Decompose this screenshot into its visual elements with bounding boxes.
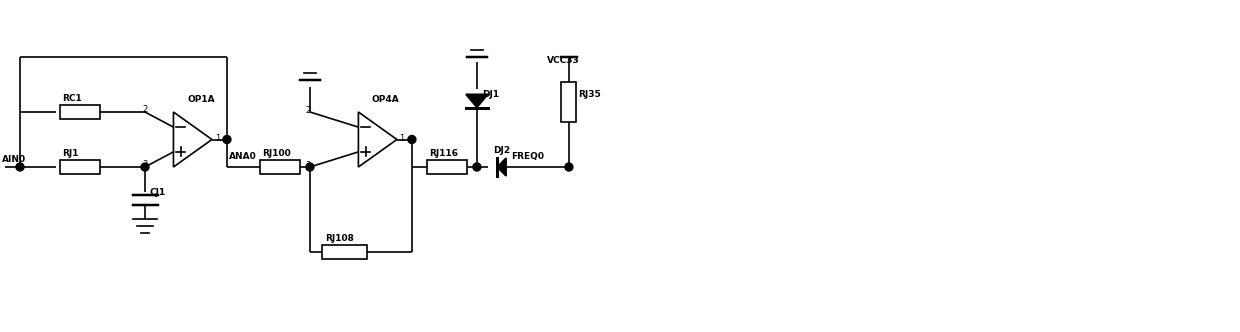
Text: FREQ0: FREQ0: [511, 152, 544, 161]
Text: CJ1: CJ1: [149, 188, 165, 197]
Bar: [322, 245, 367, 259]
Polygon shape: [497, 158, 506, 176]
Circle shape: [16, 163, 24, 171]
Text: 1: 1: [215, 133, 221, 142]
Bar: [562, 82, 577, 122]
Bar: [260, 160, 300, 174]
Text: 3: 3: [143, 160, 148, 169]
Text: 1: 1: [399, 133, 404, 142]
Text: ANA0: ANA0: [229, 152, 257, 161]
Text: RJ35: RJ35: [578, 90, 600, 99]
Text: DJ1: DJ1: [482, 90, 498, 99]
Text: AIN0: AIN0: [2, 155, 26, 164]
Text: RJ1: RJ1: [62, 149, 78, 158]
Text: 3: 3: [305, 160, 310, 170]
Text: VCC33: VCC33: [547, 56, 579, 65]
Circle shape: [565, 163, 573, 171]
Bar: [60, 160, 100, 174]
Text: DJ2: DJ2: [492, 146, 510, 155]
Text: 2: 2: [305, 106, 310, 115]
Text: OP4A: OP4A: [372, 95, 399, 104]
Bar: [60, 105, 100, 119]
Text: 2: 2: [143, 105, 148, 114]
Text: RJ108: RJ108: [325, 234, 353, 243]
Bar: [427, 160, 467, 174]
Polygon shape: [466, 94, 487, 108]
Circle shape: [408, 135, 415, 143]
Text: RC1: RC1: [62, 94, 82, 103]
Circle shape: [472, 163, 481, 171]
Text: OP1A: OP1A: [187, 95, 215, 104]
Circle shape: [223, 135, 231, 143]
Circle shape: [306, 163, 314, 171]
Text: RJ100: RJ100: [262, 149, 290, 158]
Text: RJ116: RJ116: [429, 149, 458, 158]
Circle shape: [141, 163, 149, 171]
